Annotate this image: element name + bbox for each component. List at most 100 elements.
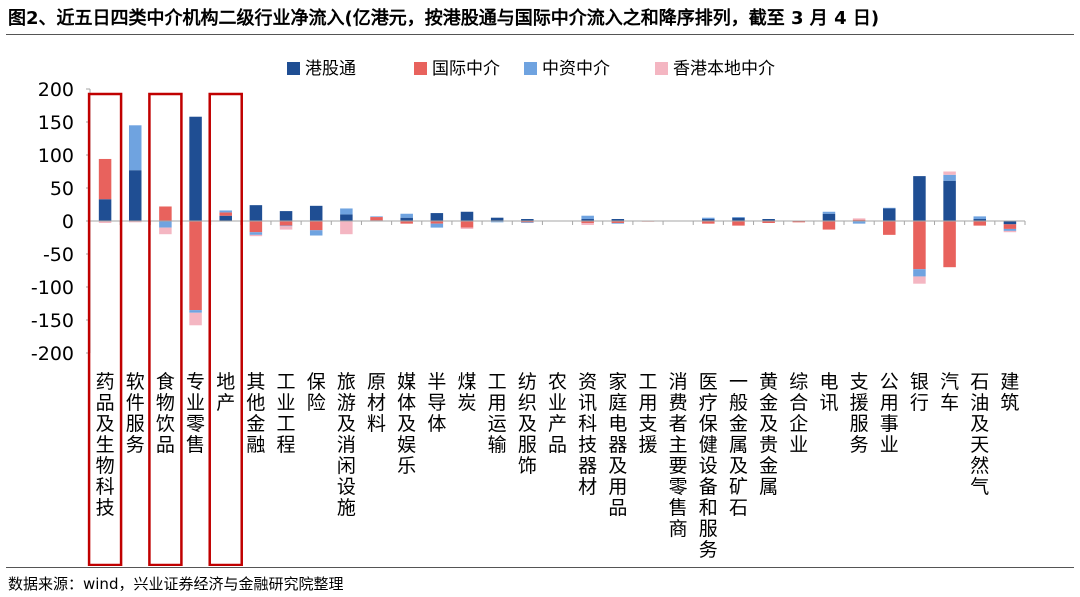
highlight-box xyxy=(208,92,243,566)
category-label: 黄金及贵金属 xyxy=(759,371,778,498)
bar-segment xyxy=(430,223,444,228)
bar-segment xyxy=(189,312,202,326)
category-label: 家庭电器及用品 xyxy=(608,371,627,519)
category-label: 石油及天然气 xyxy=(970,371,989,498)
title-rule xyxy=(6,34,1074,35)
bar-segment xyxy=(581,215,594,220)
category-label: 综合企业 xyxy=(789,371,808,456)
category-label: 地产 xyxy=(216,371,235,414)
category-label: 工用支援 xyxy=(638,371,657,456)
y-tick-label: 200 xyxy=(38,79,74,101)
category-label: 资讯科技器材 xyxy=(578,371,597,498)
bar-segment xyxy=(340,208,353,215)
bar-segment xyxy=(340,214,353,221)
y-tick-label: 100 xyxy=(38,145,74,167)
bar-segment xyxy=(702,219,715,221)
category-label: 其他金融 xyxy=(246,371,265,456)
bar-segment xyxy=(973,216,987,220)
bar-segment xyxy=(732,217,745,218)
bar-segment xyxy=(279,211,293,221)
stacked-bar-chart: 港股通 国际中介 中资中介 香港本地中介 200 150 100 50 0 -50 -100 -150… xyxy=(31,59,1026,566)
source-rule xyxy=(6,567,1074,568)
category-label: 汽车 xyxy=(940,371,959,414)
bar-segment xyxy=(98,158,112,200)
category-label: 医疗保健设备和服务 xyxy=(699,371,718,561)
category-label: 工用运输 xyxy=(488,371,507,456)
bar-segment xyxy=(430,213,444,221)
category-label: 支援服务 xyxy=(850,371,869,456)
legend-swatch xyxy=(414,62,427,75)
bar-segment xyxy=(913,176,926,221)
bar-segment xyxy=(611,219,625,221)
bar-segment xyxy=(1003,228,1017,231)
category-label: 纺织及服饰 xyxy=(518,371,537,477)
legend-swatch xyxy=(524,62,537,75)
bar-segment xyxy=(490,221,504,223)
bar-segment xyxy=(370,216,383,218)
bar-segment xyxy=(189,116,202,221)
y-tick-label: -150 xyxy=(31,310,74,332)
bar-segment xyxy=(973,219,987,221)
bar-segment xyxy=(1003,230,1017,233)
bar-segment xyxy=(189,310,202,313)
bar-segment xyxy=(370,217,383,221)
bar-segment xyxy=(732,217,745,221)
bar-segment xyxy=(611,221,625,223)
y-tick-label: 150 xyxy=(38,112,74,134)
bar-segment xyxy=(913,269,926,277)
bar-segment xyxy=(883,208,896,221)
y-tick-label: -100 xyxy=(31,277,74,299)
bar-segment xyxy=(279,221,293,226)
category-label: 半导体 xyxy=(427,371,446,435)
bar-segment xyxy=(128,125,142,171)
bar-segment xyxy=(943,221,956,268)
bar-segment xyxy=(852,218,866,220)
bar-segment xyxy=(883,221,896,235)
bar-segment xyxy=(1003,224,1017,229)
category-label: 公用事业 xyxy=(880,371,899,456)
category-label: 软件服务 xyxy=(126,371,145,456)
bar-segment xyxy=(1003,221,1017,225)
category-label: 银行 xyxy=(910,371,929,414)
legend-swatch xyxy=(287,62,300,75)
bar-segment xyxy=(400,221,413,224)
category-label: 专业零售 xyxy=(186,371,205,456)
bar-segment xyxy=(521,221,534,223)
bar-segment xyxy=(521,219,534,221)
bar-segment xyxy=(128,221,142,223)
category-label: 电讯 xyxy=(819,371,838,414)
legend-swatch xyxy=(655,62,668,75)
bar-segment xyxy=(732,221,745,226)
bar-segment xyxy=(702,221,715,224)
bar-segment xyxy=(128,170,142,221)
y-tick-label: -200 xyxy=(31,343,74,365)
bar-segment xyxy=(249,221,263,233)
bar-segment xyxy=(943,171,956,175)
bar-segment xyxy=(792,221,806,223)
bar-segment xyxy=(521,222,534,223)
bar-segment xyxy=(400,213,413,218)
bar-segment xyxy=(159,206,172,221)
category-label: 工业工程 xyxy=(277,371,296,456)
bar-segment xyxy=(460,227,474,229)
bar-segment xyxy=(159,227,172,235)
bar-segment xyxy=(611,222,625,224)
bar-segment xyxy=(309,221,323,231)
category-label: 农业产品 xyxy=(548,371,567,456)
bar-segment xyxy=(219,215,232,221)
bar-segment xyxy=(490,217,504,221)
y-tick-label: 50 xyxy=(50,178,74,200)
legend-label: 中资中介 xyxy=(542,59,610,79)
bar-segment xyxy=(883,207,896,209)
bar-segment xyxy=(249,234,263,237)
y-tick-label: -50 xyxy=(43,244,74,266)
bar-segment xyxy=(249,232,263,235)
bar-segment xyxy=(98,199,112,221)
legend-label: 香港本地中介 xyxy=(673,59,775,79)
bar-segment xyxy=(219,212,232,216)
legend-label: 国际中介 xyxy=(432,59,500,79)
bar-segment xyxy=(309,205,323,221)
bar-segment xyxy=(98,221,112,223)
bar-segment xyxy=(822,211,836,214)
bar-segment xyxy=(340,221,353,235)
